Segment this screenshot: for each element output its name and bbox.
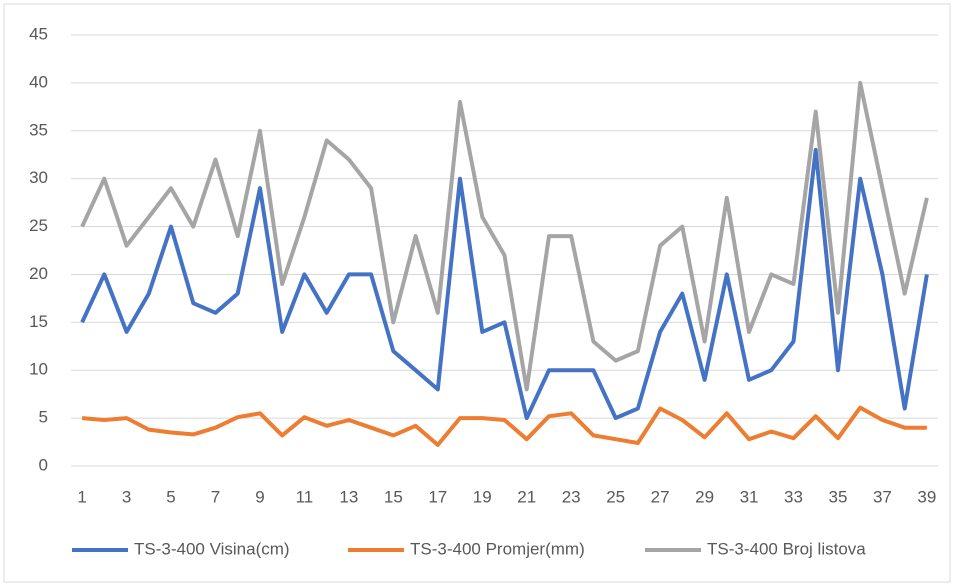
y-tick-label: 5	[39, 408, 48, 427]
legend-label: TS-3-400 Visina(cm)	[134, 539, 290, 558]
line-series	[80, 80, 929, 392]
y-tick-label: 15	[29, 312, 48, 331]
x-tick-label: 19	[473, 487, 492, 506]
y-tick-label: 25	[29, 216, 48, 235]
y-tick-label: 35	[29, 120, 48, 139]
legend-label: TS-3-400 Broj listova	[707, 539, 866, 558]
x-tick-label: 31	[740, 487, 759, 506]
x-tick-label: 13	[339, 487, 358, 506]
legend-label: TS-3-400 Promjer(mm)	[410, 539, 585, 558]
x-tick-label: 1	[77, 487, 86, 506]
x-tick-label: 9	[255, 487, 264, 506]
x-tick-label: 21	[517, 487, 536, 506]
x-tick-label: 27	[651, 487, 670, 506]
x-tick-label: 33	[784, 487, 803, 506]
y-tick-label: 0	[39, 455, 48, 474]
y-tick-label: 30	[29, 168, 48, 187]
y-tick-label: 20	[29, 264, 48, 283]
x-tick-label: 39	[917, 487, 936, 506]
x-tick-label: 5	[166, 487, 175, 506]
x-tick-label: 7	[211, 487, 220, 506]
y-tick-label: 10	[29, 360, 48, 379]
x-tick-label: 25	[606, 487, 625, 506]
x-tick-label: 35	[829, 487, 848, 506]
x-tick-label: 11	[296, 487, 314, 506]
x-tick-label: 17	[428, 487, 447, 506]
y-tick-label: 40	[29, 72, 48, 91]
x-tick-label: 15	[384, 487, 403, 506]
x-tick-label: 3	[122, 487, 131, 506]
y-tick-label: 45	[29, 24, 48, 43]
line-series	[80, 147, 929, 421]
x-tick-label: 37	[873, 487, 892, 506]
x-tick-label: 29	[695, 487, 714, 506]
line-series	[81, 405, 927, 447]
x-tick-label: 23	[562, 487, 581, 506]
